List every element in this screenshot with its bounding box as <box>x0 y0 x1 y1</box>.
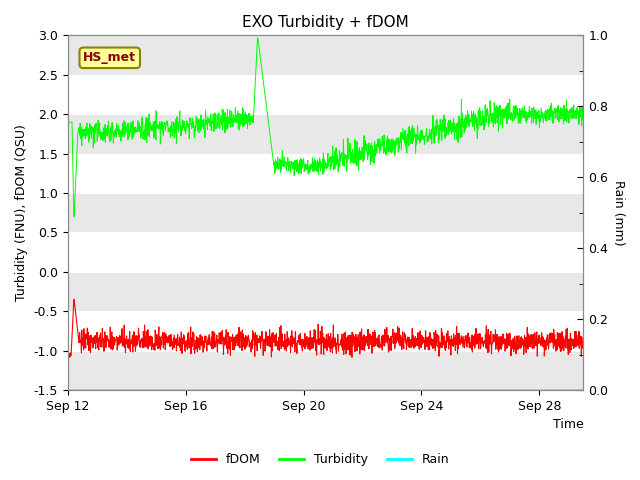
Text: HS_met: HS_met <box>83 51 136 64</box>
Bar <box>68 232 584 272</box>
Bar <box>68 36 584 75</box>
Bar <box>68 351 584 390</box>
Bar <box>68 272 584 312</box>
Bar <box>68 154 584 193</box>
Y-axis label: Turbidity (FNU), fDOM (QSU): Turbidity (FNU), fDOM (QSU) <box>15 124 28 301</box>
Bar <box>68 312 584 351</box>
X-axis label: Time: Time <box>553 419 584 432</box>
Bar <box>68 75 584 114</box>
Title: EXO Turbidity + fDOM: EXO Turbidity + fDOM <box>243 15 409 30</box>
Y-axis label: Rain (mm): Rain (mm) <box>612 180 625 246</box>
Bar <box>68 114 584 154</box>
Bar <box>68 193 584 232</box>
Legend: fDOM, Turbidity, Rain: fDOM, Turbidity, Rain <box>186 448 454 471</box>
